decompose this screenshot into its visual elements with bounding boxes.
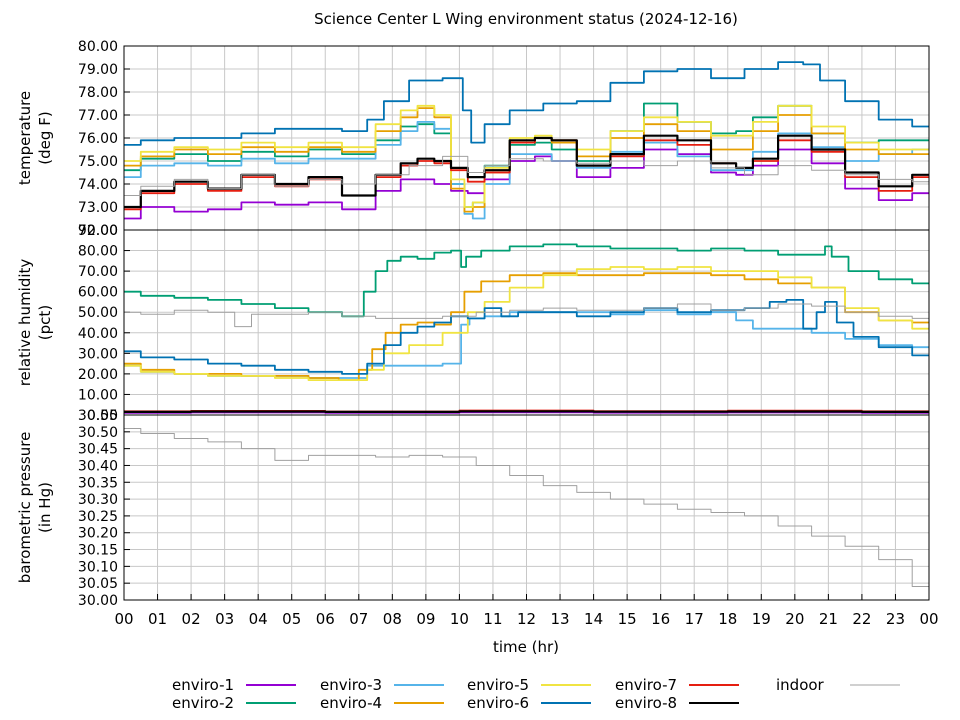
y-tick-label: 30.00 xyxy=(78,346,118,362)
y-tick-label: 77.00 xyxy=(78,108,118,124)
x-tick-label: 08 xyxy=(383,610,402,628)
x-tick-label: 16 xyxy=(651,610,670,628)
series-group xyxy=(124,61,929,220)
y-tick-label: 30.50 xyxy=(78,425,118,441)
y-axis-label: (pct) xyxy=(36,305,54,340)
y-tick-label: 30.30 xyxy=(78,492,118,508)
x-tick-label: 19 xyxy=(752,610,771,628)
series-line-enviro-8 xyxy=(124,410,929,413)
x-tick-label: 00 xyxy=(919,610,938,628)
y-tick-label: 30.15 xyxy=(78,543,118,559)
series-line-indoor xyxy=(124,155,929,196)
y-axis-label: relative humidity xyxy=(16,259,34,387)
x-tick-label: 06 xyxy=(316,610,335,628)
series-group xyxy=(124,243,929,414)
x-axis-label: time (hr) xyxy=(493,638,559,656)
x-tick-label: 15 xyxy=(618,610,637,628)
y-axis-label: temperature xyxy=(16,91,34,185)
x-tick-label: 09 xyxy=(416,610,435,628)
y-tick-label: 50.00 xyxy=(78,305,118,321)
x-tick-label: 00 xyxy=(114,610,133,628)
series-line-enviro-5 xyxy=(124,266,929,381)
panel-1: 72.00 73.00 74.00 75.00 76.00 77.00 78.00 79.00… xyxy=(16,39,930,239)
legend-label-enviro-7: enviro-7 xyxy=(615,676,677,694)
series-line-enviro-6 xyxy=(124,299,929,375)
x-tick-label: 17 xyxy=(685,610,704,628)
y-tick-label: 72.00 xyxy=(78,223,118,239)
y-tick-label: 76.00 xyxy=(78,131,118,147)
y-tick-label: 30.35 xyxy=(78,475,118,491)
x-tick-label: 05 xyxy=(282,610,301,628)
y-tick-label: 73.00 xyxy=(78,200,118,216)
legend-label-enviro-3: enviro-3 xyxy=(320,676,382,694)
y-tick-label: 30.40 xyxy=(78,458,118,474)
x-tick-label: 07 xyxy=(349,610,368,628)
chart-title: Science Center L Wing environment status… xyxy=(314,10,738,28)
series-line-enviro-8 xyxy=(124,134,929,209)
x-tick-label: 13 xyxy=(550,610,569,628)
x-tick-label: 18 xyxy=(718,610,737,628)
y-tick-label: 0.00 xyxy=(87,408,118,424)
legend-label-enviro-2: enviro-2 xyxy=(172,694,234,712)
panel-2: 0.00 10.00 20.00 30.00 40.00 50.00 60.00 70.00 8… xyxy=(16,223,930,424)
legend-label-indoor: indoor xyxy=(776,676,825,694)
y-tick-label: 70.00 xyxy=(78,264,118,280)
series-line-indoor xyxy=(124,303,929,328)
x-tick-label: 20 xyxy=(785,610,804,628)
y-tick-label: 30.55 xyxy=(78,408,118,424)
legend-label-enviro-8: enviro-8 xyxy=(615,694,677,712)
legend-label-enviro-4: enviro-4 xyxy=(320,694,382,712)
series-line-enviro-3 xyxy=(124,121,929,220)
y-tick-label: 20.00 xyxy=(78,367,118,383)
y-tick-label: 80.00 xyxy=(78,39,118,55)
y-tick-label: 30.45 xyxy=(78,442,118,458)
y-tick-label: 79.00 xyxy=(78,62,118,78)
series-line-enviro-6 xyxy=(124,61,929,146)
panel-3: 30.0030.0530.1030.1530.2030.2530.3030.35… xyxy=(16,408,930,609)
y-tick-label: 80.00 xyxy=(78,244,118,260)
legend-label-enviro-5: enviro-5 xyxy=(467,676,529,694)
x-tick-label: 02 xyxy=(182,610,201,628)
series-line-indoor xyxy=(124,428,929,587)
x-tick-label: 04 xyxy=(249,610,268,628)
y-axis-label: (deg F) xyxy=(36,111,54,164)
series-line-enviro-2 xyxy=(124,243,929,318)
y-tick-label: 78.00 xyxy=(78,85,118,101)
x-tick-label: 01 xyxy=(148,610,167,628)
x-tick-label: 10 xyxy=(450,610,469,628)
y-tick-label: 60.00 xyxy=(78,285,118,301)
y-tick-label: 30.25 xyxy=(78,509,118,525)
x-tick-label: 11 xyxy=(483,610,502,628)
series-line-enviro-4 xyxy=(124,272,929,381)
y-axis-label: (in Hg) xyxy=(36,482,54,533)
x-tick-label: 23 xyxy=(886,610,905,628)
y-tick-label: 74.00 xyxy=(78,177,118,193)
y-tick-label: 30.20 xyxy=(78,526,118,542)
x-tick-label: 21 xyxy=(819,610,838,628)
y-tick-label: 30.00 xyxy=(78,593,118,609)
y-tick-label: 30.05 xyxy=(78,576,118,592)
x-tick-label: 03 xyxy=(215,610,234,628)
legend-label-enviro-1: enviro-1 xyxy=(172,676,234,694)
x-tick-label: 14 xyxy=(584,610,603,628)
y-tick-label: 75.00 xyxy=(78,154,118,170)
legend-label-enviro-6: enviro-6 xyxy=(467,694,529,712)
y-axis-label: barometric pressure xyxy=(16,432,34,584)
y-tick-label: 30.10 xyxy=(78,559,118,575)
y-tick-label: 40.00 xyxy=(78,326,118,342)
y-tick-label: 10.00 xyxy=(78,387,118,403)
x-tick-label: 12 xyxy=(517,610,536,628)
x-tick-label: 22 xyxy=(852,610,871,628)
y-tick-label: 90.00 xyxy=(78,223,118,239)
series-group xyxy=(124,428,929,587)
